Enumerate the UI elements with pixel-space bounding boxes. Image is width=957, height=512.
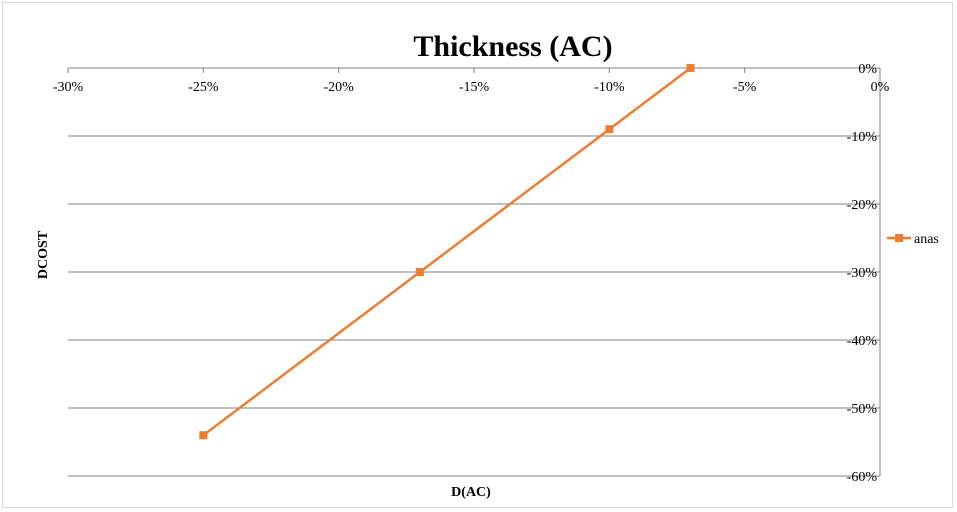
legend-marker-swatch	[895, 234, 903, 242]
legend-label: anas	[914, 232, 939, 247]
x-tick-label-4: -10%	[594, 80, 625, 95]
x-tick-label-5: -5%	[733, 80, 757, 95]
y-tick-label-6: -60%	[847, 470, 878, 485]
series-line-0	[202, 67, 692, 437]
y-tick-label-3: -30%	[847, 266, 878, 281]
x-axis-title: D(AC)	[451, 485, 491, 500]
y-tick-label-0: 0%	[858, 62, 877, 77]
series-layer	[199, 64, 695, 440]
x-tick-labels: -30% -25% -20% -15% -10% -5% 0%	[53, 68, 890, 95]
x-tick-label-3: -15%	[459, 80, 490, 95]
chart-title: Thickness (AC)	[413, 30, 612, 63]
data-point-0-3	[686, 64, 695, 72]
gridlines	[68, 135, 880, 477]
y-tick-label-2: -20%	[847, 198, 878, 213]
legend: anas	[887, 232, 939, 247]
data-point-0-2	[605, 125, 614, 134]
x-tick-label-1: -25%	[188, 80, 219, 95]
y-axis-title: DCOST	[36, 230, 51, 279]
x-tick-label-0: -30%	[53, 80, 84, 95]
data-point-0-0	[199, 431, 208, 440]
x-tick-label-2: -20%	[324, 80, 355, 95]
data-point-0-1	[415, 268, 424, 276]
y-tick-labels: 0% -10% -20% -30% -40% -50% -60%	[847, 62, 880, 485]
y-tick-label-5: -50%	[847, 402, 878, 417]
x-tick-label-6: 0%	[871, 80, 890, 95]
y-tick-label-4: -40%	[847, 334, 878, 349]
y-tick-label-1: -10%	[847, 130, 878, 145]
